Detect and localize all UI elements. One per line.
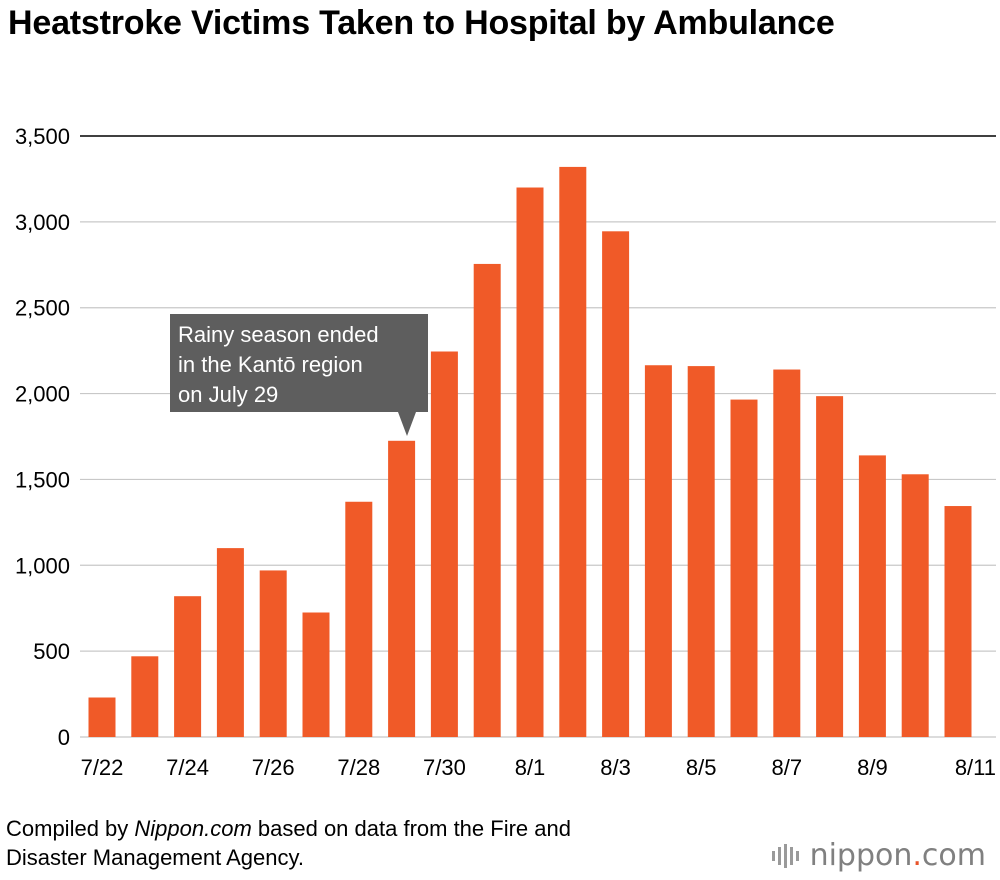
logo-dot: . (912, 838, 922, 873)
annotation-line-3: on July 29 (178, 382, 279, 407)
bar-8/1 (516, 187, 544, 737)
annotation-line-2: in the Kantō region (178, 352, 363, 377)
y-tick-label: 1,000 (15, 553, 70, 578)
logo-name: nippon (809, 838, 913, 873)
x-tick-label: 8/5 (686, 755, 717, 780)
y-tick-label: 500 (33, 639, 70, 664)
bar-7/22 (88, 697, 116, 737)
nippon-logo: nippon. com (771, 838, 986, 873)
source-line-1: Compiled by Nippon.com based on data fro… (6, 814, 571, 843)
bars (88, 166, 972, 737)
source-note: Compiled by Nippon.com based on data fro… (6, 814, 571, 872)
y-tick-label: 2,000 (15, 382, 70, 407)
bar-8/6 (730, 399, 758, 737)
bar-8/11 (944, 506, 972, 737)
x-tick-label: 8/7 (772, 755, 803, 780)
bar-8/10 (901, 474, 929, 737)
y-tick-label: 2,500 (15, 296, 70, 321)
x-tick-label: 8/3 (600, 755, 631, 780)
bar-8/3 (602, 231, 630, 737)
logo-tld: com (921, 838, 986, 873)
bar-7/23 (131, 656, 159, 737)
y-tick-label: 3,000 (15, 210, 70, 235)
source-line-2: Disaster Management Agency. (6, 845, 304, 870)
annotation-pointer (398, 412, 416, 436)
annotation-callout: Rainy season ended in the Kantō region o… (170, 314, 428, 412)
x-tick-label: 8/1 (515, 755, 546, 780)
x-tick-label: 7/26 (252, 755, 295, 780)
annotation-line-1: Rainy season ended (178, 322, 379, 347)
bar-8/5 (687, 366, 715, 737)
bar-7/25 (216, 548, 244, 737)
bar-8/4 (644, 365, 672, 737)
x-tick-label: 7/28 (337, 755, 380, 780)
x-tick-label: 8/9 (857, 755, 888, 780)
bar-7/26 (259, 570, 287, 737)
logo-bars-icon (771, 843, 802, 868)
y-tick-label: 1,500 (15, 467, 70, 492)
x-tick-label: 8/11 (955, 755, 996, 780)
bar-7/30 (430, 351, 458, 737)
x-tick-label: 7/22 (81, 755, 124, 780)
y-axis: 0 500 1,000 1,500 2,000 2,500 3,000 3,500 (15, 124, 70, 750)
x-tick-label: 7/24 (166, 755, 209, 780)
x-axis: 7/22 7/24 7/26 7/28 7/30 8/1 8/3 8/5 8/7 8/9 8/11 (81, 755, 996, 780)
y-tick-label: 3,500 (15, 124, 70, 149)
source-suffix: based on data from the Fire and (251, 816, 571, 841)
y-tick-label: 0 (58, 725, 70, 750)
bar-7/29 (388, 440, 416, 737)
chart-title: Heatstroke Victims Taken to Hospital by … (8, 4, 835, 42)
bar-7/24 (174, 596, 202, 737)
bar-8/9 (858, 455, 886, 737)
bar-7/31 (473, 263, 501, 737)
bar-7/28 (345, 501, 373, 737)
bar-8/7 (773, 369, 801, 737)
source-name: Nippon.com (134, 816, 252, 841)
source-prefix: Compiled by (6, 816, 135, 841)
x-tick-label: 7/30 (423, 755, 466, 780)
bar-8/2 (559, 166, 587, 737)
bar-7/27 (302, 612, 330, 737)
bar-8/8 (816, 396, 844, 737)
